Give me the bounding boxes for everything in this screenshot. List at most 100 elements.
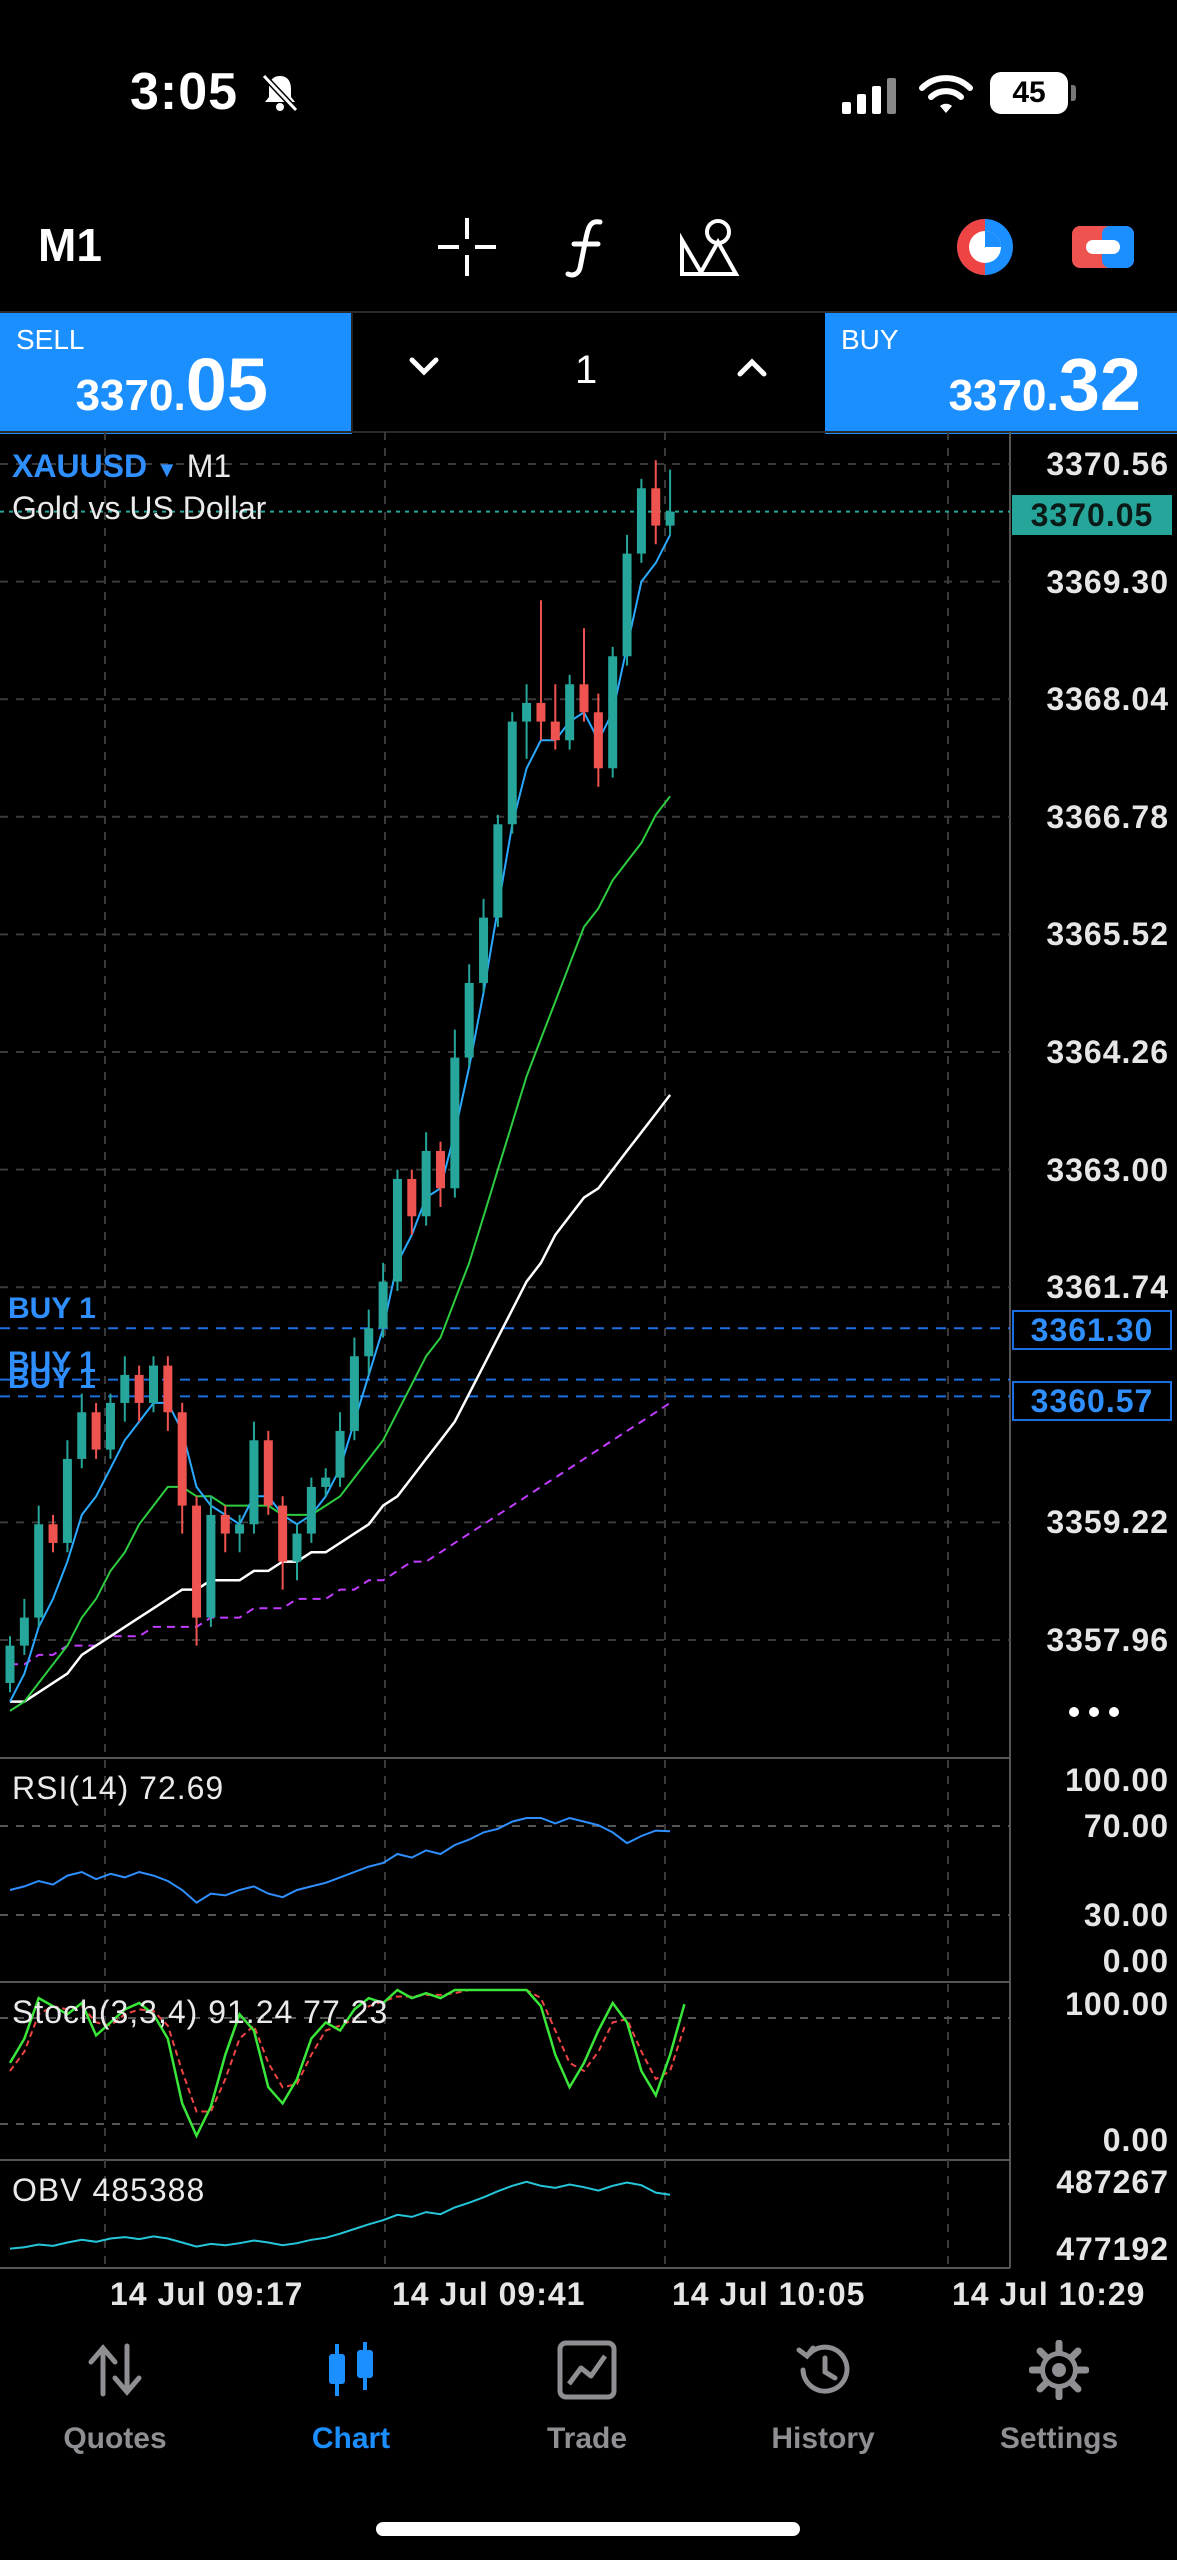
time-axis-label: 14 Jul 10:29 xyxy=(952,2276,1146,2312)
price-axis-label: 3361.74 xyxy=(1046,1269,1169,1306)
candle-body xyxy=(263,1440,273,1506)
ma-long-line xyxy=(10,1402,671,1666)
candle-body xyxy=(278,1505,288,1562)
bell-slash-icon xyxy=(261,73,299,113)
stoch-level-label: 100.00 xyxy=(1065,1986,1169,2022)
candle-body xyxy=(550,721,560,741)
rsi-level-label: 0.00 xyxy=(1102,1943,1169,1979)
buy-price-prefix: 3370. xyxy=(948,371,1059,420)
order-label[interactable]: BUY 1 xyxy=(8,1362,96,1395)
candle-body xyxy=(192,1505,202,1618)
timeframe-button[interactable]: M1 xyxy=(38,219,102,271)
order-price-label: 3360.57 xyxy=(1012,1381,1172,1421)
price-axis-label: 3370.56 xyxy=(1046,446,1169,482)
obv-label: OBV 485388 xyxy=(12,2172,206,2208)
candle-body xyxy=(608,656,618,769)
stoch-signal-line xyxy=(9,1989,686,2113)
candle-body xyxy=(5,1645,15,1683)
obv-level-label: 487267 xyxy=(1056,2164,1169,2200)
candle-body xyxy=(579,684,589,713)
function-icon[interactable] xyxy=(552,212,622,282)
crosshair-icon[interactable] xyxy=(432,212,502,282)
ellipsis-icon[interactable] xyxy=(1064,1700,1124,1724)
stoch-main-line xyxy=(8,1988,686,2139)
ma-slow-line xyxy=(10,1094,672,1703)
obv-line xyxy=(9,2180,671,2250)
price-axis-label: 3357.96 xyxy=(1046,1622,1169,1658)
gear-icon xyxy=(1029,2340,1089,2400)
battery-icon: 45 xyxy=(990,72,1076,114)
candle-body xyxy=(378,1281,388,1329)
chevron-down-icon[interactable] xyxy=(404,352,444,382)
buy-price-suffix: 32 xyxy=(1058,343,1141,426)
candle-body xyxy=(407,1178,417,1217)
price-axis-label: 3369.30 xyxy=(1046,563,1169,600)
status-time: 3:05 xyxy=(130,63,239,121)
obv-level-label: 477192 xyxy=(1056,2231,1169,2267)
nav-settings[interactable]: Settings xyxy=(944,2330,1174,2460)
candle-body xyxy=(120,1374,130,1403)
chart-symbol: XAUUSD xyxy=(12,448,148,484)
candle-body xyxy=(507,721,517,825)
nav-history[interactable]: History xyxy=(708,2330,938,2460)
sell-price-suffix: 05 xyxy=(185,343,268,426)
order-price-label: 3361.30 xyxy=(1012,1310,1172,1350)
nav-label: Quotes xyxy=(63,2422,167,2455)
current-price-label: 3370.05 xyxy=(1012,495,1172,535)
candle-body xyxy=(522,702,532,722)
one-click-trading-icon[interactable] xyxy=(950,212,1020,282)
trade-chart-icon xyxy=(557,2340,617,2400)
time-axis-label: 14 Jul 09:41 xyxy=(392,2276,586,2312)
candle-body xyxy=(493,824,503,918)
candle-body xyxy=(91,1412,101,1450)
history-clock-icon xyxy=(796,2344,850,2394)
candlestick-icon xyxy=(329,2342,373,2396)
stoch-level-label: 0.00 xyxy=(1102,2122,1169,2158)
ma-mid-line xyxy=(9,795,671,1712)
candle-body xyxy=(34,1524,44,1618)
buy-button[interactable]: BUY 3370.32 xyxy=(825,312,1177,434)
time-axis-label: 14 Jul 09:17 xyxy=(110,2276,304,2312)
price-axis-label: 3365.52 xyxy=(1046,916,1169,953)
candle-body xyxy=(536,702,546,722)
time-axis-label: 14 Jul 10:05 xyxy=(672,2276,866,2312)
nav-chart[interactable]: Chart xyxy=(236,2330,466,2460)
price-chart[interactable] xyxy=(0,0,1177,2272)
candle-body xyxy=(206,1514,216,1618)
candle-body xyxy=(349,1356,359,1431)
sell-button[interactable]: SELL 3370.05 xyxy=(0,312,352,434)
rsi-label: RSI(14) 72.69 xyxy=(12,1770,225,1806)
objects-icon[interactable] xyxy=(676,212,746,282)
order-label[interactable]: BUY 1 xyxy=(8,1346,96,1379)
volume-value[interactable]: 1 xyxy=(575,348,598,392)
nav-trade[interactable]: Trade xyxy=(472,2330,702,2460)
candle-body xyxy=(292,1533,302,1562)
nav-label: Trade xyxy=(546,2422,628,2455)
price-axis-label: 3366.78 xyxy=(1046,798,1169,835)
chevron-up-icon[interactable] xyxy=(732,352,772,382)
candle-body xyxy=(134,1374,144,1403)
rsi-line xyxy=(9,1816,671,1904)
nav-label: History xyxy=(771,2422,875,2455)
order-label[interactable]: BUY 1 xyxy=(8,1292,96,1325)
chart-description: Gold vs US Dollar xyxy=(12,490,267,526)
home-indicator[interactable] xyxy=(376,2522,800,2536)
candle-body xyxy=(235,1524,245,1534)
candle-body xyxy=(636,488,646,554)
account-icon[interactable] xyxy=(1068,212,1138,282)
price-axis-label: 3368.04 xyxy=(1046,681,1169,718)
chart-symbol-header[interactable]: XAUUSD ▼ M1 xyxy=(12,448,231,485)
candle-body xyxy=(249,1440,259,1525)
candle-body xyxy=(149,1365,158,1403)
buy-label: BUY xyxy=(841,324,899,355)
candle-body xyxy=(321,1477,331,1487)
candle-body xyxy=(479,917,489,983)
candle-body xyxy=(62,1458,72,1543)
rsi-level-label: 30.00 xyxy=(1083,1897,1169,1933)
price-axis-label: 3359.22 xyxy=(1046,1504,1169,1541)
symbol-dropdown-icon[interactable]: ▼ xyxy=(156,457,178,482)
candle-body xyxy=(622,553,632,657)
candle-body xyxy=(651,488,661,526)
nav-quotes[interactable]: Quotes xyxy=(0,2330,230,2460)
candle-body xyxy=(48,1524,58,1543)
